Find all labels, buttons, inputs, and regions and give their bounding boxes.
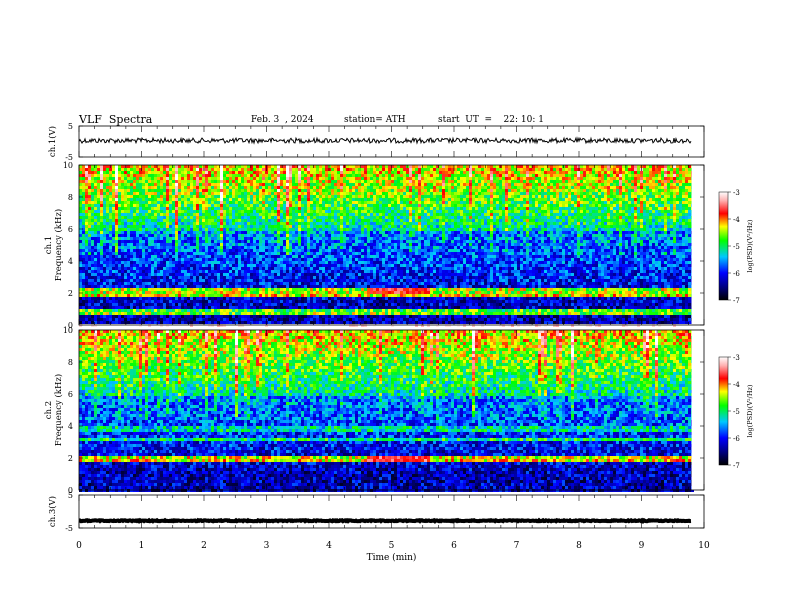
x-tick-label: 7	[514, 541, 520, 551]
date-label: Feb. 3 , 2024	[251, 116, 314, 125]
station-label: station= ATH	[344, 116, 406, 125]
y-tick-label: 10	[63, 161, 73, 170]
y-tick-label: 0	[68, 486, 73, 495]
y-axis-label: ch.1(V)	[47, 126, 58, 157]
colorbar-tick-label: -4	[733, 381, 740, 389]
waveform-line-ch3-waveform	[78, 517, 692, 524]
x-tick-label: 8	[576, 541, 582, 551]
figure-title: VLF Spectra	[79, 114, 152, 125]
x-tick-label: 2	[201, 541, 207, 551]
y-tick-label: 6	[68, 390, 73, 399]
y-tick-label: 4	[68, 422, 73, 431]
y-tick-label: 5	[68, 122, 73, 131]
colorbar-tick-label: -6	[733, 435, 740, 443]
y-tick-label: -5	[65, 153, 73, 162]
y-tick-label: 2	[68, 454, 73, 463]
start-ut-label: start UT = 22: 10: 1	[438, 116, 544, 125]
y-axis-label: ch.2Frequency (kHz)	[44, 374, 64, 446]
spectrogram-cells	[79, 165, 704, 327]
y-tick-label: 5	[68, 491, 73, 500]
x-tick-label: 4	[326, 541, 332, 551]
panel-ch1-spectrogram: 0 2 4 6 8 10 ch.1Frequency (kHz)	[44, 161, 705, 330]
y-tick-label: 10	[63, 326, 73, 335]
colorbar-label: log(PSD)(V²/Hz)	[746, 219, 754, 272]
colorbar-tick-label: -3	[733, 189, 740, 197]
y-axis-label: ch.1Frequency (kHz)	[44, 209, 64, 281]
colorbar-tick-label: -5	[733, 243, 740, 251]
colorbar-ch1-spectrogram: -3 -4 -5 -6 -7 log(PSD)(V²/Hz)	[718, 189, 754, 305]
waveform-line-ch1-waveform	[78, 136, 692, 145]
x-axis-label: Time (min)	[367, 552, 417, 563]
colorbar-tick-label: -7	[733, 462, 740, 470]
y-tick-label: 8	[68, 193, 73, 202]
y-tick-label: -5	[65, 524, 73, 533]
colorbar-ch2-spectrogram: -3 -4 -5 -6 -7 log(PSD)(V²/Hz)	[718, 354, 754, 470]
colorbar-tick-label: -5	[733, 408, 740, 416]
y-tick-label: 8	[68, 358, 73, 367]
x-tick-label: 9	[639, 541, 645, 551]
x-tick-label: 0	[76, 541, 82, 551]
x-tick-label: 10	[698, 541, 710, 551]
y-tick-label: 0	[68, 321, 73, 330]
x-tick-label: 5	[389, 541, 395, 551]
colorbar-tick-label: -3	[733, 354, 740, 362]
panel-ch2-spectrogram: 0 2 4 6 8 10 ch.2Frequency (kHz)	[44, 326, 705, 495]
colorbar-tick-label: -7	[733, 297, 740, 305]
panel-ch3-waveform: 5 -5 ch.3(V)	[47, 491, 705, 533]
y-tick-label: 6	[68, 225, 73, 234]
colorbar-tick-label: -4	[733, 216, 740, 224]
colorbar-tick-label: -6	[733, 270, 740, 278]
x-tick-label: 3	[264, 541, 270, 551]
panel-ch1-waveform: 5 -5 ch.1(V)	[47, 122, 705, 162]
x-tick-label: 1	[139, 541, 145, 551]
x-tick-label: 6	[451, 541, 457, 551]
spectrogram-cells	[79, 330, 704, 492]
y-axis-label: ch.3(V)	[47, 496, 58, 527]
colorbar-label: log(PSD)(V²/Hz)	[746, 384, 754, 437]
y-tick-label: 4	[68, 257, 73, 266]
y-tick-label: 2	[68, 289, 73, 298]
